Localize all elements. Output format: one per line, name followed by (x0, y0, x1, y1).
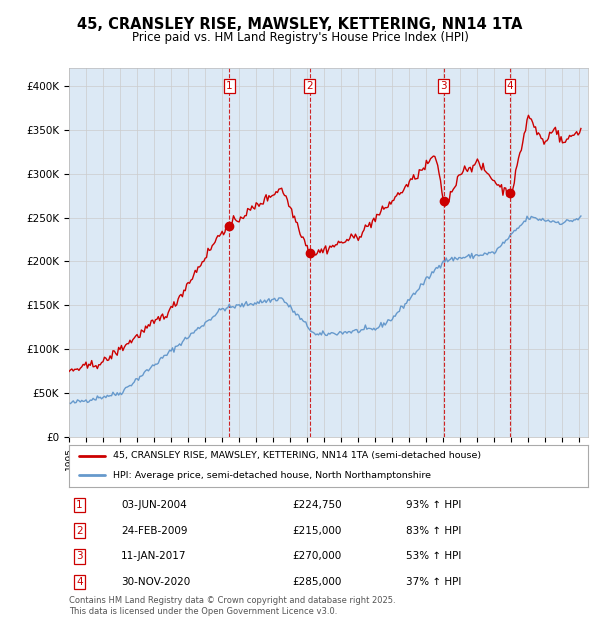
Text: 37% ↑ HPI: 37% ↑ HPI (406, 577, 462, 587)
Text: 45, CRANSLEY RISE, MAWSLEY, KETTERING, NN14 1TA (semi-detached house): 45, CRANSLEY RISE, MAWSLEY, KETTERING, N… (113, 451, 481, 461)
Text: £215,000: £215,000 (292, 526, 341, 536)
Text: £224,750: £224,750 (292, 500, 342, 510)
Text: 30-NOV-2020: 30-NOV-2020 (121, 577, 190, 587)
Text: HPI: Average price, semi-detached house, North Northamptonshire: HPI: Average price, semi-detached house,… (113, 471, 431, 480)
Text: 3: 3 (440, 81, 447, 91)
Text: £270,000: £270,000 (292, 551, 341, 561)
Text: 11-JAN-2017: 11-JAN-2017 (121, 551, 187, 561)
Text: 83% ↑ HPI: 83% ↑ HPI (406, 526, 462, 536)
Text: 1: 1 (226, 81, 233, 91)
Text: Contains HM Land Registry data © Crown copyright and database right 2025.
This d: Contains HM Land Registry data © Crown c… (69, 596, 395, 616)
Text: 53% ↑ HPI: 53% ↑ HPI (406, 551, 462, 561)
Text: 4: 4 (76, 577, 83, 587)
Text: 24-FEB-2009: 24-FEB-2009 (121, 526, 187, 536)
Text: 03-JUN-2004: 03-JUN-2004 (121, 500, 187, 510)
Text: 3: 3 (76, 551, 83, 561)
Text: Price paid vs. HM Land Registry's House Price Index (HPI): Price paid vs. HM Land Registry's House … (131, 31, 469, 44)
Text: 93% ↑ HPI: 93% ↑ HPI (406, 500, 462, 510)
Text: 2: 2 (76, 526, 83, 536)
Text: 4: 4 (507, 81, 514, 91)
Text: 45, CRANSLEY RISE, MAWSLEY, KETTERING, NN14 1TA: 45, CRANSLEY RISE, MAWSLEY, KETTERING, N… (77, 17, 523, 32)
Text: 1: 1 (76, 500, 83, 510)
Text: £285,000: £285,000 (292, 577, 341, 587)
Text: 2: 2 (307, 81, 313, 91)
